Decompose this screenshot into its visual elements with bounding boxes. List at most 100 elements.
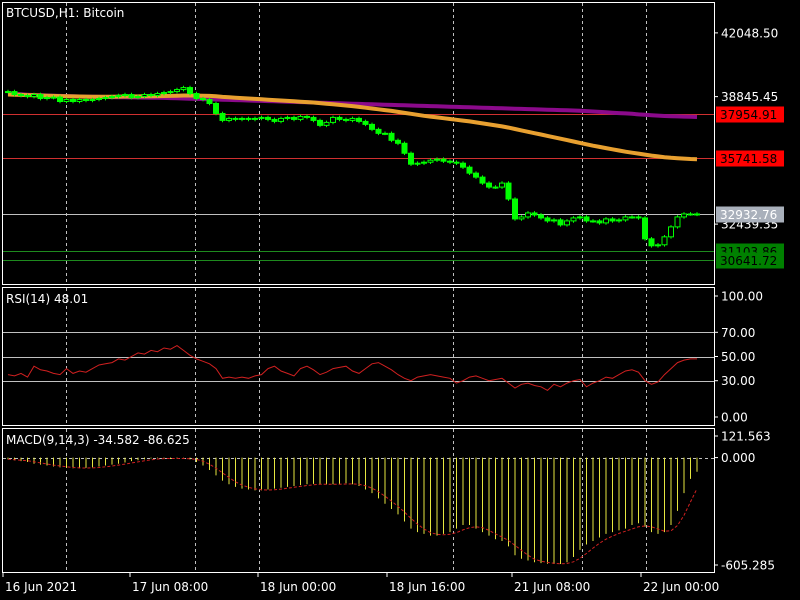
candle-bear xyxy=(557,219,564,226)
time-axis: 16 Jun 2021 17 Jun 08:00 18 Jun 00:00 18 Ju… xyxy=(2,572,719,594)
candle-bear xyxy=(648,238,655,247)
candle-bull xyxy=(239,117,245,120)
candle-bear xyxy=(388,132,395,141)
candle-bull xyxy=(135,96,141,99)
price-panel[interactable] xyxy=(2,2,715,285)
candle-bear xyxy=(336,116,343,120)
candle-bull xyxy=(427,159,434,163)
macd-histogram xyxy=(7,457,698,565)
candle-bear xyxy=(245,117,252,120)
candle-bull xyxy=(622,216,629,221)
candle-bull xyxy=(31,94,37,98)
candle-bull xyxy=(278,117,284,122)
candle-bull xyxy=(661,236,668,246)
candle-bear xyxy=(219,112,226,121)
macd-panel[interactable] xyxy=(2,428,715,573)
rsi-axis-label: 30.00 xyxy=(721,374,755,388)
candle-bull xyxy=(180,87,187,91)
price-level-tag xyxy=(716,150,784,167)
candle-bull xyxy=(109,96,115,99)
rsi-axis-label: 50.00 xyxy=(721,350,755,364)
candle-bear xyxy=(635,216,642,219)
candle-bull xyxy=(154,93,161,97)
macd-axis-label: 121.563 xyxy=(721,430,771,444)
candle-bull xyxy=(577,216,583,219)
candle-bull xyxy=(525,212,531,218)
candle-bull xyxy=(44,97,50,100)
candle-bear xyxy=(466,166,473,174)
candle-bear xyxy=(369,123,375,130)
price-level-tag-label: 37954.91 xyxy=(720,108,777,122)
price-levels xyxy=(3,114,714,261)
candle-bear xyxy=(187,87,193,95)
candle-bear xyxy=(356,117,362,122)
candle-bull xyxy=(161,92,167,95)
macd-label: MACD(9,14,3) -34.582 -86.625 xyxy=(6,433,190,447)
candle-bear xyxy=(232,117,239,120)
price-axis-label: 38845.45 xyxy=(721,90,778,104)
price-level-tag-label: 32932.76 xyxy=(720,208,777,222)
candle-bear xyxy=(544,217,551,222)
price-level-tag xyxy=(716,206,784,223)
candle-bull xyxy=(174,89,180,93)
candle-bear xyxy=(642,217,648,240)
time-axis-label: 21 Jun 08:00 xyxy=(514,580,590,594)
candle-bear xyxy=(362,120,369,125)
candle-bull xyxy=(96,98,102,101)
candle-bear xyxy=(24,95,31,98)
candle-bear xyxy=(395,139,401,144)
candle-bear xyxy=(401,142,408,154)
candle-bull xyxy=(102,97,109,100)
candle-bull xyxy=(674,216,681,228)
rsi-label: RSI(14) 48.01 xyxy=(6,292,88,306)
rsi-axis-label: 100.00 xyxy=(721,290,763,304)
macd-axis-label: 0.000 xyxy=(721,451,755,465)
candle-bear xyxy=(486,182,492,188)
rsi-axis-label: 0.00 xyxy=(721,411,748,425)
candle-bear xyxy=(265,116,271,120)
candle-bear xyxy=(408,152,414,165)
time-axis-label: 17 Jun 08:00 xyxy=(132,580,208,594)
candle-bull xyxy=(349,117,356,121)
candle-bull xyxy=(76,99,83,103)
candle-bear xyxy=(609,218,616,222)
candle-bull xyxy=(492,186,499,189)
candle-bear xyxy=(304,115,310,118)
macd-axis-label: -605.285 xyxy=(721,559,775,573)
candle-bear xyxy=(512,198,518,220)
candle-bear xyxy=(57,96,63,103)
candle-bear xyxy=(505,182,512,200)
time-axis-label: 16 Jun 2021 xyxy=(5,580,77,594)
rsi-axis: 100.00 70.00 50.00 30.00 0.00 xyxy=(714,290,763,425)
candle-bull xyxy=(616,219,622,222)
candle-bull xyxy=(687,213,694,216)
candle-bear xyxy=(271,118,278,122)
candle-bear xyxy=(206,99,213,104)
candle-bull xyxy=(564,220,570,226)
candle-bear xyxy=(317,119,323,126)
price-level-tag xyxy=(716,106,784,123)
candle-bear xyxy=(83,99,89,102)
candle-bull xyxy=(570,217,577,222)
candle-bear xyxy=(70,99,76,103)
candle-bull xyxy=(629,216,635,219)
candle-bear xyxy=(440,158,447,162)
candle-bear xyxy=(11,91,18,96)
candle-bull xyxy=(668,226,674,238)
candle-bull xyxy=(551,219,557,222)
candle-bear xyxy=(447,160,453,163)
time-axis-label: 18 Jun 00:00 xyxy=(260,580,336,594)
candle-bull xyxy=(499,182,505,188)
candle-bear xyxy=(193,93,200,100)
candle-bull xyxy=(122,94,128,97)
candle-bull xyxy=(434,158,440,161)
candle-bull xyxy=(414,162,421,165)
candle-bull xyxy=(167,91,174,94)
candle-bull xyxy=(655,244,661,247)
candle-bear xyxy=(148,94,154,97)
candle-bear xyxy=(18,94,24,97)
candle-bull xyxy=(330,116,336,123)
